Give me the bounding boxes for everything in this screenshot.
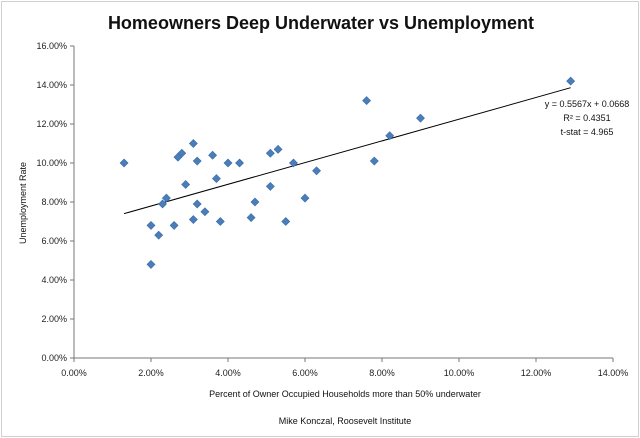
data-point [223, 158, 233, 168]
data-point [200, 207, 210, 217]
data-point [188, 215, 198, 224]
data-point [246, 213, 256, 223]
data-point [281, 217, 291, 226]
data-point [208, 150, 218, 160]
data-point [212, 174, 221, 184]
data-point [146, 259, 156, 269]
x-axis-label: Percent of Owner Occupied Households mor… [209, 389, 481, 399]
y-tick-label: 8.00% [41, 197, 67, 207]
x-axis-ticks: 0.00% 2.00% 4.00% 6.00% 8.00% 10.00% 12.00% 14.… [61, 358, 628, 378]
y-tick-label: 0.00% [41, 353, 67, 363]
x-tick-label: 4.00% [215, 368, 241, 378]
data-point [119, 158, 129, 168]
data-point [192, 156, 202, 166]
data-point [265, 181, 275, 191]
t-stat-annotation: t-stat = 4.965 [561, 127, 614, 137]
y-tick-label: 4.00% [41, 275, 67, 285]
x-tick-label: 0.00% [61, 368, 87, 378]
x-tick-label: 12.00% [521, 368, 552, 378]
data-point [273, 144, 283, 154]
credit-text: Mike Konczal, Roosevelt Institute [279, 416, 412, 426]
y-tick-label: 2.00% [41, 314, 67, 324]
data-point [265, 148, 275, 158]
data-point [192, 199, 202, 209]
x-tick-label: 8.00% [369, 368, 395, 378]
data-point [289, 158, 298, 168]
y-tick-label: 10.00% [36, 158, 67, 168]
data-point [169, 220, 179, 230]
y-tick-label: 16.00% [36, 41, 67, 51]
y-tick-label: 12.00% [36, 119, 67, 129]
data-point [385, 131, 395, 141]
chart-title: Homeowners Deep Underwater vs Unemployme… [108, 13, 534, 33]
data-point [362, 96, 372, 106]
data-point [177, 148, 187, 158]
x-tick-label: 6.00% [292, 368, 318, 378]
data-point [235, 158, 244, 168]
data-point [250, 197, 260, 207]
trendline [123, 87, 571, 215]
x-tick-label: 14.00% [598, 368, 629, 378]
data-point [300, 193, 310, 203]
data-point [146, 220, 156, 230]
x-tick-label: 2.00% [138, 368, 164, 378]
data-point [158, 199, 167, 209]
data-point [215, 217, 225, 226]
y-tick-label: 14.00% [36, 80, 67, 90]
x-tick-label: 10.00% [444, 368, 475, 378]
data-point [181, 180, 191, 189]
data-points [119, 76, 576, 269]
data-point [154, 230, 164, 240]
data-point [369, 156, 379, 166]
y-tick-label: 6.00% [41, 236, 67, 246]
data-point [416, 113, 425, 123]
data-point [312, 166, 321, 176]
y-axis-ticks: 0.00% 2.00% 4.00% 6.00% 8.00% 10.00% 12.00% 14.… [36, 41, 74, 363]
r-squared-annotation: R² = 0.4351 [563, 113, 610, 123]
data-point [161, 193, 171, 203]
equation-annotation: y = 0.5567x + 0.0668 [545, 99, 630, 109]
y-axis-label: Unemployment Rate [18, 162, 28, 244]
data-point [566, 76, 576, 86]
data-point [188, 139, 198, 148]
